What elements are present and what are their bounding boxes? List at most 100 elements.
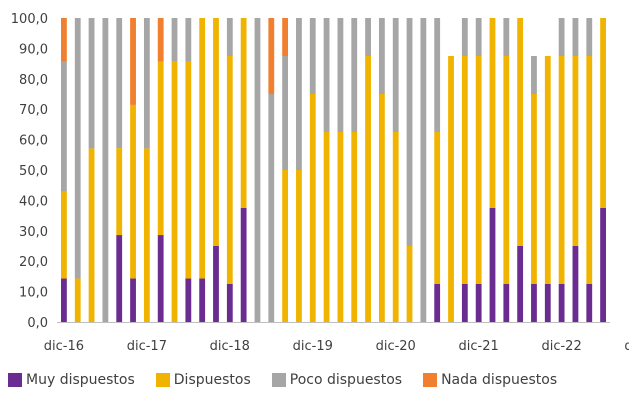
bar-segment-muy-dispuestos bbox=[240, 208, 247, 322]
bar-segment-poco-dispuestos bbox=[268, 94, 275, 322]
bar-segment-dispuestos bbox=[461, 56, 468, 284]
bar-segment-dispuestos bbox=[365, 56, 371, 322]
y-tick-label: 10,0 bbox=[19, 286, 48, 301]
bar-segment-dispuestos bbox=[544, 56, 551, 284]
bar-segment-poco-dispuestos bbox=[531, 56, 537, 94]
bar-segment-dispuestos bbox=[296, 170, 302, 322]
bar-segment-poco-dispuestos bbox=[475, 18, 482, 56]
bar-segment-poco-dispuestos bbox=[420, 18, 427, 322]
bar-segment-poco-dispuestos bbox=[102, 18, 109, 322]
bar-segment-poco-dispuestos bbox=[116, 18, 123, 149]
bar-segment-dispuestos bbox=[185, 61, 192, 279]
bar-segment-poco-dispuestos bbox=[461, 18, 468, 56]
y-tick-label: 30,0 bbox=[19, 225, 48, 240]
bar-segment-poco-dispuestos bbox=[309, 18, 316, 94]
bar-segment-muy-dispuestos bbox=[434, 284, 441, 322]
bar-segment-dispuestos bbox=[517, 18, 524, 246]
bar-segment-dispuestos bbox=[600, 18, 606, 208]
bar-segment-nada-dispuestos bbox=[130, 18, 136, 105]
bar-segment-dispuestos bbox=[406, 246, 413, 322]
bar-segment-muy-dispuestos bbox=[586, 284, 593, 322]
bar-segment-dispuestos bbox=[531, 94, 537, 284]
bars bbox=[61, 18, 606, 322]
bar-segment-nada-dispuestos bbox=[282, 18, 289, 56]
bar-segment-poco-dispuestos bbox=[586, 18, 593, 56]
y-axis-tick-labels: 0,0 10,0 20,0 30,0 40,0 50,0 60,0 70,0 80,0 90,0 1… bbox=[11, 12, 48, 331]
bar-segment-poco-dispuestos bbox=[378, 18, 385, 94]
y-tick-label: 80,0 bbox=[19, 73, 48, 88]
x-tick-label: dic-17 bbox=[127, 339, 167, 354]
bar-segment-dispuestos bbox=[351, 132, 358, 322]
legend-swatch-muy-dispuestos bbox=[8, 373, 22, 387]
x-tick-label: dic-23 bbox=[624, 339, 629, 354]
x-tick-label: dic-19 bbox=[293, 339, 333, 354]
bar-segment-dispuestos bbox=[240, 18, 247, 208]
bar-segment-poco-dispuestos bbox=[323, 18, 330, 132]
bar-segment-muy-dispuestos bbox=[130, 278, 136, 322]
bar-segment-nada-dispuestos bbox=[61, 18, 67, 62]
bar-segment-poco-dispuestos bbox=[406, 18, 413, 246]
bar-segment-dispuestos bbox=[116, 148, 123, 236]
stacked-bar-chart: 0,0 10,0 20,0 30,0 40,0 50,0 60,0 70,0 80,0 90,0 1… bbox=[11, 12, 629, 354]
bar-segment-muy-dispuestos bbox=[461, 284, 468, 322]
bar-segment-dispuestos bbox=[392, 132, 399, 322]
bar-segment-dispuestos bbox=[448, 56, 454, 322]
x-tick-label: dic-16 bbox=[44, 339, 84, 354]
legend-label-muy-dispuestos: Muy dispuestos bbox=[26, 372, 135, 388]
bar-segment-muy-dispuestos bbox=[531, 284, 537, 322]
y-tick-label: 40,0 bbox=[19, 194, 48, 209]
bar-segment-dispuestos bbox=[171, 61, 178, 322]
bar-segment-dispuestos bbox=[61, 191, 67, 279]
bar-segment-dispuestos bbox=[337, 132, 344, 322]
bar-segment-poco-dispuestos bbox=[74, 18, 81, 279]
bar-segment-poco-dispuestos bbox=[143, 18, 150, 149]
legend: Muy dispuestos Dispuestos Poco dispuesto… bbox=[8, 372, 578, 388]
bar-segment-muy-dispuestos bbox=[213, 246, 219, 322]
bar-segment-muy-dispuestos bbox=[503, 284, 510, 322]
legend-label-dispuestos: Dispuestos bbox=[173, 372, 251, 388]
bar-segment-muy-dispuestos bbox=[489, 208, 496, 322]
bar-segment-dispuestos bbox=[309, 94, 316, 322]
bar-segment-dispuestos bbox=[199, 18, 206, 279]
bar-segment-poco-dispuestos bbox=[254, 18, 261, 322]
legend-item-muy-dispuestos: Muy dispuestos bbox=[8, 372, 135, 388]
bar-segment-dispuestos bbox=[226, 56, 233, 284]
bar-segment-dispuestos bbox=[157, 61, 164, 236]
y-tick-label: 60,0 bbox=[19, 134, 48, 149]
bar-segment-muy-dispuestos bbox=[475, 284, 482, 322]
legend-item-dispuestos: Dispuestos bbox=[155, 372, 251, 388]
x-tick-label: dic-20 bbox=[376, 339, 416, 354]
bar-segment-poco-dispuestos bbox=[503, 18, 510, 56]
bar-segment-muy-dispuestos bbox=[185, 278, 192, 322]
bar-segment-dispuestos bbox=[323, 132, 330, 322]
bar-segment-poco-dispuestos bbox=[572, 18, 579, 56]
bar-segment-muy-dispuestos bbox=[558, 284, 565, 322]
y-tick-label: 90,0 bbox=[19, 42, 48, 57]
bar-segment-dispuestos bbox=[213, 18, 219, 246]
x-tick-label: dic-21 bbox=[459, 339, 499, 354]
bar-segment-dispuestos bbox=[88, 148, 95, 322]
y-tick-label: 50,0 bbox=[19, 164, 48, 179]
y-tick-label: 100,0 bbox=[11, 12, 48, 27]
legend-swatch-dispuestos bbox=[155, 373, 170, 387]
bar-segment-dispuestos bbox=[74, 278, 81, 322]
bar-segment-dispuestos bbox=[558, 56, 565, 284]
legend-label-poco-dispuestos: Poco dispuestos bbox=[289, 372, 403, 388]
bar-segment-muy-dispuestos bbox=[157, 235, 164, 322]
bar-segment-poco-dispuestos bbox=[337, 18, 344, 132]
bar-segment-poco-dispuestos bbox=[558, 18, 565, 56]
bar-segment-poco-dispuestos bbox=[226, 18, 233, 56]
bar-segment-dispuestos bbox=[572, 56, 579, 246]
bar-segment-muy-dispuestos bbox=[544, 284, 551, 322]
bar-segment-muy-dispuestos bbox=[116, 235, 123, 322]
bar-segment-muy-dispuestos bbox=[517, 246, 524, 322]
bar-segment-muy-dispuestos bbox=[572, 246, 579, 322]
bar-segment-dispuestos bbox=[475, 56, 482, 284]
bar-segment-poco-dispuestos bbox=[392, 18, 399, 132]
bar-segment-muy-dispuestos bbox=[226, 284, 233, 322]
bar-segment-dispuestos bbox=[503, 56, 510, 284]
bar-segment-poco-dispuestos bbox=[171, 18, 178, 62]
legend-item-nada-dispuestos: Nada dispuestos bbox=[423, 372, 557, 388]
bar-segment-poco-dispuestos bbox=[296, 18, 302, 170]
bar-segment-dispuestos bbox=[130, 104, 136, 279]
